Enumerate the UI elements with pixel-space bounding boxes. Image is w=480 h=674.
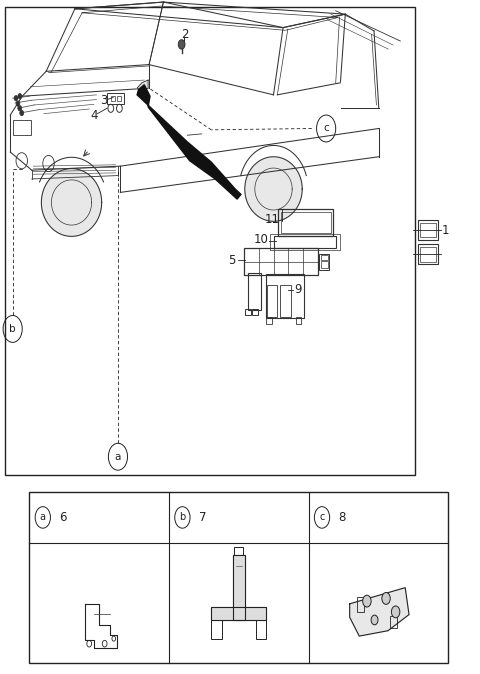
Bar: [321, 255, 327, 260]
Bar: [390, 616, 396, 628]
Bar: [420, 247, 436, 262]
Bar: [321, 261, 327, 268]
Polygon shape: [233, 555, 245, 620]
Polygon shape: [41, 168, 102, 237]
Text: c: c: [323, 123, 329, 133]
Text: 6: 6: [59, 511, 67, 524]
Text: a: a: [115, 452, 121, 462]
Bar: [418, 244, 438, 264]
Text: 11: 11: [264, 214, 279, 226]
Text: 5: 5: [228, 254, 235, 267]
Bar: [234, 547, 243, 555]
Bar: [418, 220, 438, 240]
Bar: [233, 555, 245, 620]
Circle shape: [371, 615, 378, 625]
Text: 4: 4: [90, 109, 98, 121]
Text: 7: 7: [199, 511, 206, 524]
Text: 10: 10: [254, 233, 269, 246]
Bar: [248, 273, 261, 310]
Circle shape: [382, 592, 390, 605]
Text: c: c: [319, 512, 324, 522]
Circle shape: [18, 94, 22, 99]
Circle shape: [178, 40, 185, 49]
Bar: [256, 620, 266, 640]
Text: b: b: [9, 324, 16, 334]
Polygon shape: [137, 85, 241, 199]
Polygon shape: [137, 80, 148, 91]
Bar: [252, 309, 258, 315]
Bar: [5, 7, 415, 475]
Bar: [211, 607, 266, 620]
Text: a: a: [40, 512, 46, 522]
Bar: [267, 284, 277, 317]
Bar: [211, 620, 222, 640]
Circle shape: [14, 96, 18, 101]
Bar: [278, 209, 333, 236]
Text: 8: 8: [338, 511, 346, 524]
Bar: [280, 284, 291, 317]
Bar: [281, 212, 331, 233]
Text: 9: 9: [294, 284, 301, 297]
Text: 1: 1: [442, 224, 450, 237]
Bar: [296, 317, 301, 324]
Circle shape: [391, 606, 400, 618]
Bar: [274, 236, 336, 248]
Bar: [357, 597, 364, 612]
Circle shape: [16, 101, 20, 106]
Bar: [118, 96, 121, 101]
Circle shape: [18, 106, 22, 111]
Polygon shape: [211, 607, 266, 620]
Bar: [12, 121, 31, 135]
Polygon shape: [350, 588, 409, 636]
Bar: [244, 248, 318, 275]
Bar: [266, 274, 304, 318]
Bar: [270, 234, 339, 250]
Text: 2: 2: [181, 28, 188, 41]
Bar: [111, 96, 115, 101]
Bar: [107, 93, 124, 104]
Circle shape: [20, 111, 24, 116]
Text: 3: 3: [100, 94, 108, 106]
Circle shape: [363, 595, 371, 607]
Text: b: b: [180, 512, 186, 522]
Bar: [266, 317, 272, 324]
Bar: [320, 253, 329, 270]
Bar: [245, 309, 251, 315]
Bar: [420, 222, 436, 237]
Polygon shape: [245, 157, 302, 221]
Bar: [29, 492, 448, 663]
